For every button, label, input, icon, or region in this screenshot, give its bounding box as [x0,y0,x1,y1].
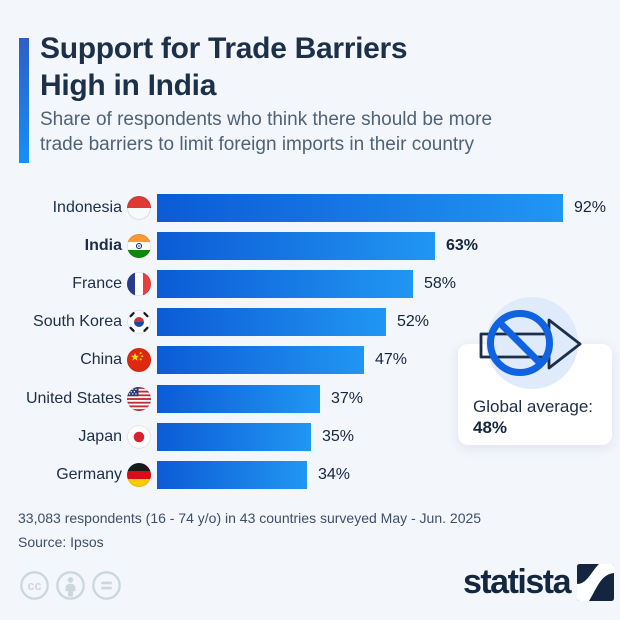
chart-row: Indonesia 92% [18,194,606,222]
title-line-1: Support for Trade Barriers [40,32,408,65]
chart-row: Japan 35% [18,423,354,451]
country-label: India [84,237,122,254]
flag-france-icon [127,272,151,296]
subtitle-line-1: Share of respondents who think there sho… [40,109,493,130]
survey-note: 33,083 respondents (16 - 74 y/o) in 43 c… [18,510,482,526]
global-average-label: Global average: [473,397,594,416]
bar-germany [157,461,307,489]
bar-indonesia [157,194,563,222]
equals-icon [92,571,121,600]
license-icons: cc [19,570,122,601]
flag-india-icon [127,234,151,258]
value-label: 37% [331,390,364,407]
bar-france [157,270,413,298]
chart-row: Germany 34% [18,461,350,489]
chart-row: China 47% [18,346,407,374]
bar-china [157,346,364,374]
title-accent-bar [19,38,29,163]
country-label: Japan [78,428,122,445]
bar-india [157,232,435,260]
cc-icon: cc [20,571,49,600]
value-label: 58% [424,275,457,292]
attribution-icon [56,571,85,600]
bar-united-states [157,385,320,413]
statista-logo-icon [577,564,614,601]
title-line-2: High in India [40,69,217,102]
flag-united-states-icon [127,387,151,411]
value-label: 92% [574,199,607,216]
country-label: France [72,275,122,292]
chart-row: France 58% [18,270,456,298]
flag-south-korea-icon [127,310,151,334]
country-label: United States [25,390,122,407]
bar-japan [157,423,311,451]
value-label: 34% [318,466,351,483]
country-label: China [80,351,122,368]
flag-indonesia-icon [127,196,151,220]
bar-south-korea [157,308,386,336]
flag-germany-icon [127,463,151,487]
statista-wordmark: statista [462,563,572,601]
country-label: Germany [56,466,122,483]
country-label: Indonesia [52,199,122,216]
subtitle-line-2: trade barriers to limit foreign imports … [40,134,474,155]
chart-row: United States 37% [18,385,363,413]
value-label: 47% [375,351,408,368]
source-note: Source: Ipsos [18,534,104,550]
statista-branding: statista [463,564,614,601]
chart-row: India 63% [18,232,478,260]
country-label: South Korea [33,313,122,330]
chart-row: South Korea 52% [18,308,429,336]
page-title: Support for Trade Barriers High in India [40,30,408,104]
chart-subtitle: Share of respondents who think there sho… [40,107,492,157]
svg-text:cc: cc [28,579,42,593]
global-average-card: Global average: 48% [458,344,612,445]
value-label: 63% [446,237,479,254]
global-average-value: 48% [473,418,508,437]
value-label: 35% [322,428,355,445]
value-label: 52% [397,313,430,330]
no-trade-barrier-icon [479,310,582,376]
flag-china-icon [127,348,151,372]
flag-japan-icon [127,425,151,449]
